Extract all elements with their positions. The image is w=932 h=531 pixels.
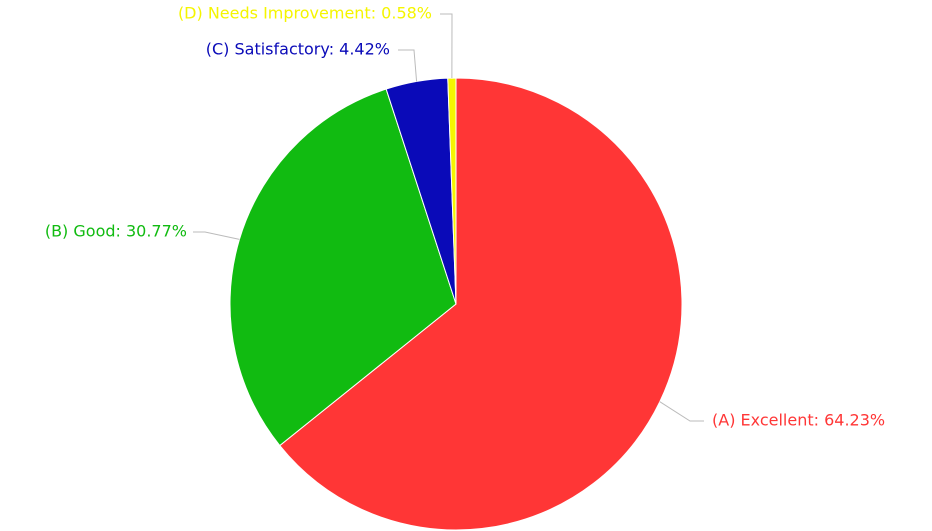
leader-line bbox=[659, 401, 704, 422]
slice-label: (A) Excellent: 64.23% bbox=[712, 411, 885, 430]
pie-slice bbox=[229, 88, 457, 447]
leader-line bbox=[440, 13, 453, 79]
slice-label: (C) Satisfactory: 4.42% bbox=[206, 40, 390, 59]
leader-line bbox=[193, 231, 240, 240]
slice-label: (D) Needs Improvement: 0.58% bbox=[178, 4, 432, 23]
pie-slice bbox=[279, 77, 683, 531]
leader-line bbox=[398, 49, 418, 82]
slice-label: (B) Good: 30.77% bbox=[45, 222, 187, 241]
pie-slice bbox=[447, 77, 457, 305]
